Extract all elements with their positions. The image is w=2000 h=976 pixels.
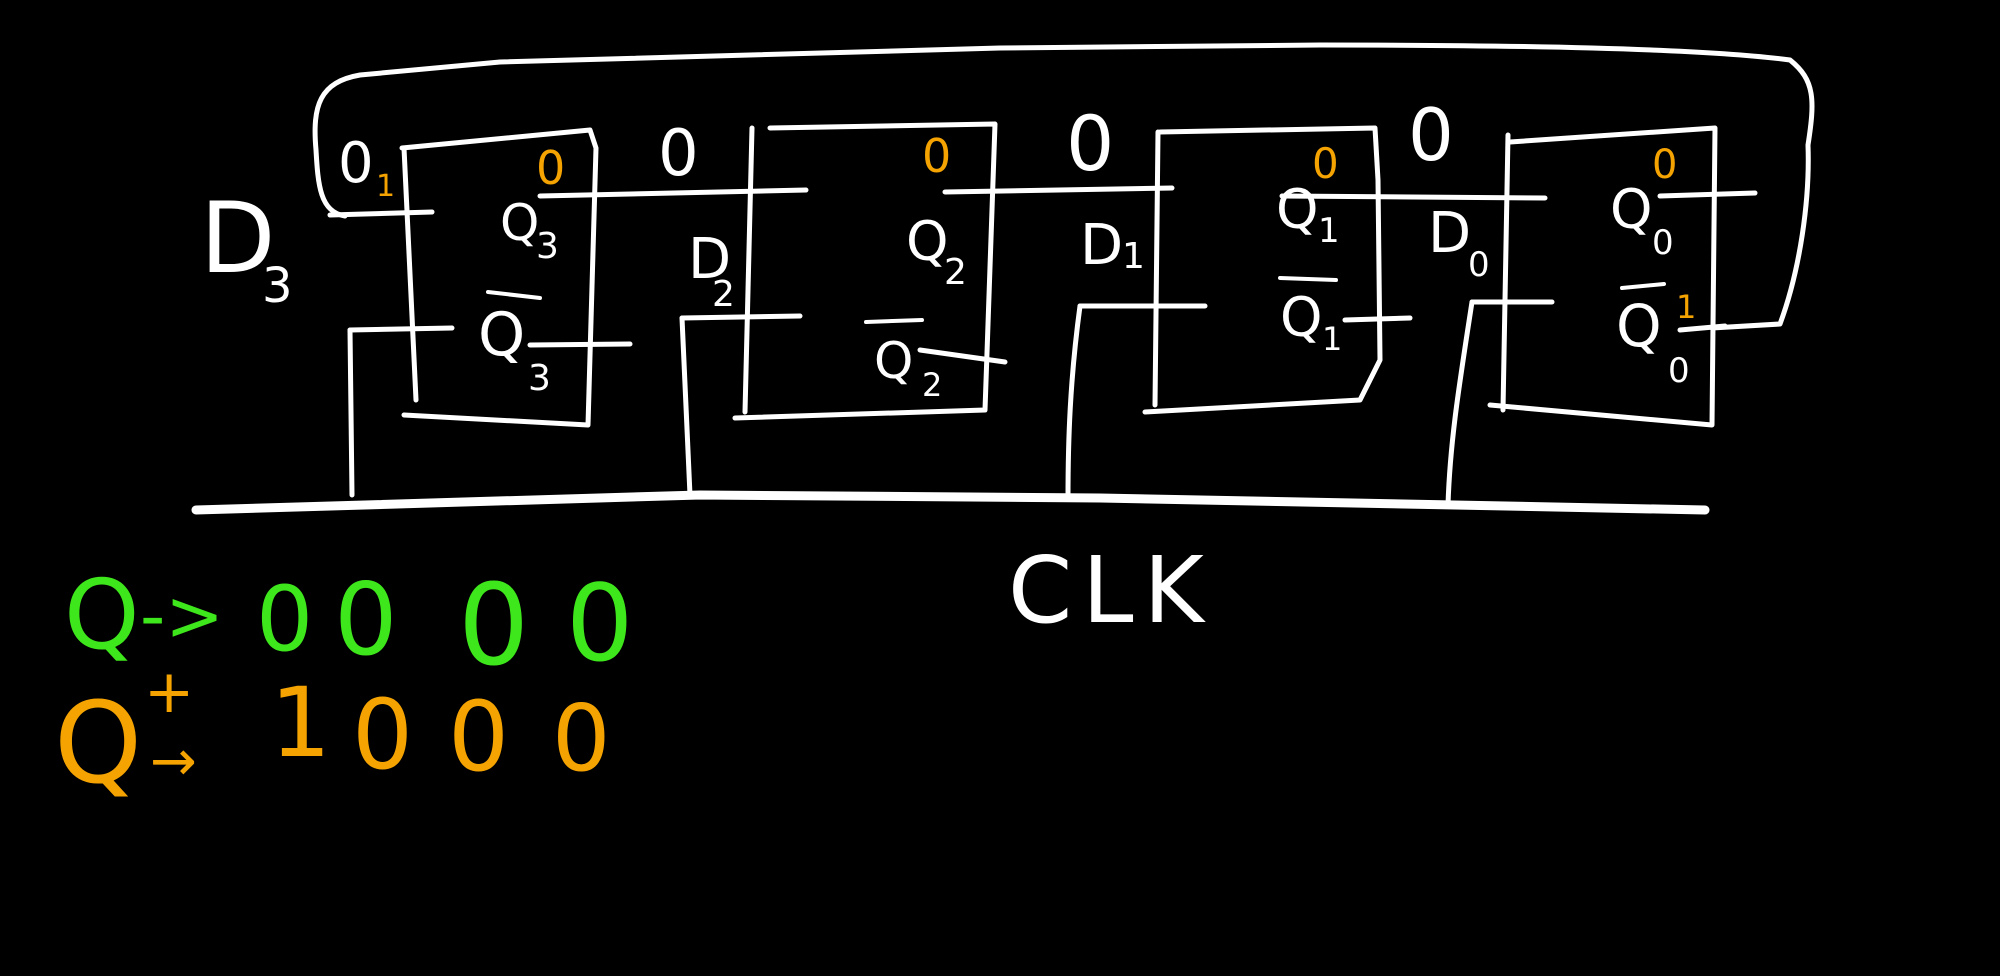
flip-flop-1-labels: 0 D 1 0 Q 1 Q 1	[1066, 99, 1342, 358]
d1-subscript: 1	[1122, 236, 1145, 277]
q1-bar-overline	[1278, 276, 1338, 282]
q2-bar-subscript: 2	[922, 366, 942, 404]
feedback-wire	[312, 42, 1815, 331]
d2-label: D	[688, 227, 731, 292]
next-state-arrow: →	[150, 729, 197, 794]
q0-label: Q	[1610, 178, 1653, 241]
flip-flop-3-labels: D 3 0 1 0 Q 3 Q 3	[200, 131, 565, 399]
flip-flop-3-box	[399, 127, 599, 428]
flip-flop-0-box	[1487, 125, 1718, 428]
next-state-label: Q	[54, 679, 142, 809]
q0-bar-subscript: 0	[1668, 351, 1690, 391]
q3-subscript: 3	[536, 226, 559, 267]
q0-bar-overline	[1620, 282, 1666, 290]
d3-value-tick: 1	[376, 169, 395, 204]
next-state-value-2: 0	[352, 679, 413, 791]
q3-label: Q	[500, 194, 539, 252]
q1-bar-subscript: 1	[1322, 320, 1342, 358]
present-state-value-0: 0	[566, 562, 633, 685]
flip-flop-0-labels: 0 D 0 0 Q 0 Q 1 0	[1408, 93, 1696, 391]
ff2-clk-drop	[679, 315, 693, 498]
q2-bar-stub	[917, 347, 1008, 365]
flip-flop-2-labels: 0 D 2 0 Q 2 Q 2	[658, 117, 967, 404]
flip-flop-2-box	[732, 121, 998, 421]
flip-flop-3-left-edge	[401, 145, 419, 403]
q2-to-d1-wire	[942, 185, 1175, 195]
q3-bar-stub	[527, 341, 633, 348]
d0-label: D	[1428, 201, 1471, 266]
next-state-value-0: 0	[552, 685, 611, 792]
q1-next-value: 0	[1312, 139, 1339, 188]
present-state-arrow: ->	[140, 575, 224, 657]
q3-bar-overline	[486, 290, 542, 300]
state-table: Q -> 0 0 0 0 Q + → 1 0 0 0	[54, 559, 633, 809]
q1-subscript: 1	[1318, 211, 1340, 251]
d1-value: 0	[1066, 99, 1114, 188]
d0-value: 0	[1408, 93, 1454, 177]
q0-output-wire	[1657, 190, 1758, 199]
ff3-clk-stub	[347, 325, 455, 333]
present-state-value-2: 0	[334, 561, 398, 678]
next-state-value-1: 0	[448, 681, 509, 793]
q1-bar-stub	[1342, 315, 1413, 323]
q2-label: Q	[906, 210, 949, 273]
q0-bar-label: Q	[1616, 292, 1662, 360]
flip-flop-2-left-edge	[742, 125, 755, 415]
d1-label: D	[1080, 213, 1123, 278]
ff0-clk-drop	[1445, 299, 1475, 508]
q3-to-d2-wire	[537, 187, 809, 199]
present-state-value-1: 0	[458, 561, 529, 691]
next-state-value-3: 1	[270, 667, 331, 779]
ff3-clk-drop	[347, 327, 355, 498]
clock-bus	[191, 490, 1710, 515]
q0-bar-next-value: 1	[1676, 288, 1696, 326]
q0-next-value: 0	[1652, 142, 1677, 188]
present-state-label: Q	[64, 559, 140, 671]
q1-bar-label: Q	[1280, 286, 1323, 349]
q1-label: Q	[1276, 178, 1319, 241]
flip-flop-1-box	[1142, 125, 1383, 415]
q3-bar-label: Q	[478, 300, 525, 370]
q2-next-value: 0	[922, 129, 951, 183]
d3-subscript: 3	[262, 258, 293, 314]
q3-bar-subscript: 3	[528, 358, 551, 399]
q3-next-value: 0	[536, 141, 565, 195]
present-state-value-3: 0	[256, 567, 313, 672]
d3-value: 0	[338, 131, 374, 196]
q0-subscript: 0	[1652, 223, 1674, 263]
ff1-clk-drop	[1065, 303, 1083, 501]
ff2-clk-stub	[679, 313, 803, 321]
d3-label: D	[200, 182, 275, 296]
d2-value: 0	[658, 117, 699, 191]
wiring	[191, 42, 1815, 515]
flip-flop-1-left-edge	[1152, 129, 1161, 408]
clock-label: CLK	[1008, 537, 1214, 644]
d0-subscript: 0	[1468, 245, 1490, 285]
q2-bar-label: Q	[874, 332, 913, 390]
flip-flop-0-left-edge	[1500, 132, 1511, 413]
q2-bar-overline	[864, 318, 924, 324]
q1-to-d0-wire	[1279, 193, 1548, 201]
q2-subscript: 2	[944, 252, 967, 293]
next-state-plus: +	[144, 657, 194, 727]
d2-subscript: 2	[712, 274, 735, 315]
